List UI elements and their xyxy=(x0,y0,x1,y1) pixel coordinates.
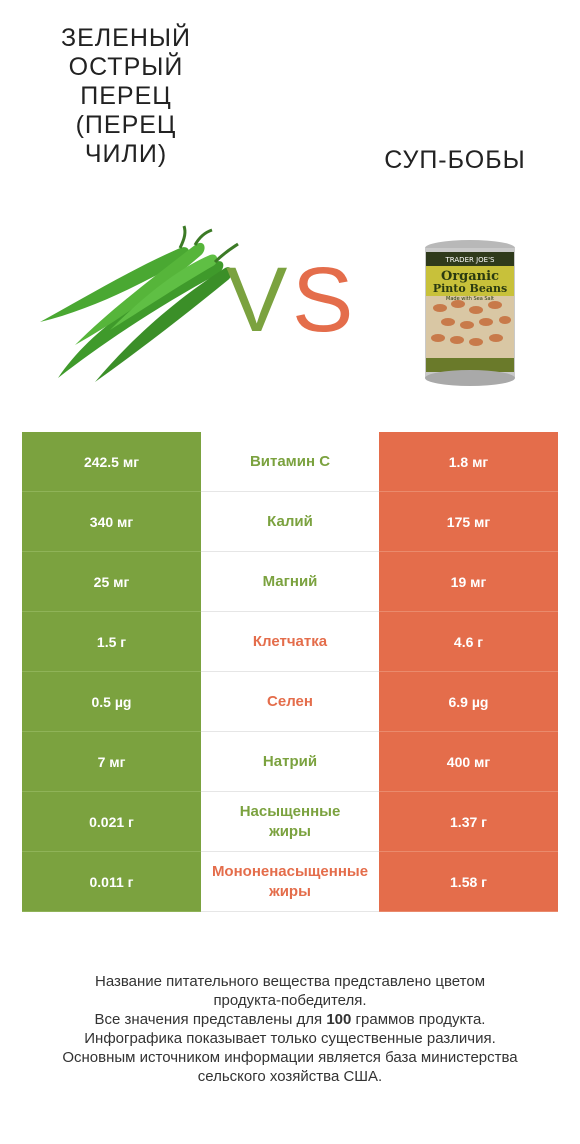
table-row: 1.5 г Клетчатка 4.6 г xyxy=(22,612,558,672)
footer-line: Основным источником информации является … xyxy=(62,1049,518,1066)
nutrient-name: Мононенасыщенные жиры xyxy=(201,852,379,912)
can-label-line3: Made with Sea Salt xyxy=(446,296,494,302)
right-value: 1.8 мг xyxy=(379,432,558,492)
nutrient-name: Витамин C xyxy=(201,432,379,492)
bean-can-image: TRADER JOE'S Organic Pinto Beans Made wi… xyxy=(425,240,515,386)
nutrient-name: Насыщенные жиры xyxy=(201,792,379,852)
footer-line: сельского хозяйства США. xyxy=(197,1068,383,1085)
footer-line: Инфографика показывает только существенн… xyxy=(84,1030,496,1047)
footer-text: граммов продукта. xyxy=(351,1011,486,1028)
green-chili-pepper-image xyxy=(40,225,239,382)
can-brand-text: TRADER JOE'S xyxy=(445,256,495,264)
left-value: 0.021 г xyxy=(22,792,201,852)
vs-letter-v: V xyxy=(226,249,288,351)
can-label-line1: Organic xyxy=(441,269,499,284)
right-value: 6.9 µg xyxy=(379,672,558,732)
right-value: 19 мг xyxy=(379,552,558,612)
footer-note: Название питательного вещества представл… xyxy=(10,972,570,1086)
right-value: 1.58 г xyxy=(379,852,558,912)
nutrient-name-line: жиры xyxy=(269,882,311,900)
footer-bold-number: 100 xyxy=(326,1011,352,1028)
nutrient-name: Клетчатка xyxy=(201,612,379,672)
table-row: 0.5 µg Селен 6.9 µg xyxy=(22,672,558,732)
nutrient-name: Натрий xyxy=(201,732,379,792)
right-value: 1.37 г xyxy=(379,792,558,852)
nutrient-name-line: Мононенасыщенные xyxy=(211,862,369,880)
footer-line: продукта-победителя. xyxy=(213,992,367,1009)
nutrient-name: Селен xyxy=(201,672,379,732)
nutrient-name: Магний xyxy=(201,552,379,612)
right-value: 400 мг xyxy=(379,732,558,792)
left-value: 25 мг xyxy=(22,552,201,612)
table-row: 0.011 г Мононенасыщенные жиры 1.58 г xyxy=(22,852,558,912)
vs-letter-s: S xyxy=(292,249,354,351)
can-label-line2: Pinto Beans xyxy=(433,282,507,295)
right-value: 175 мг xyxy=(379,492,558,552)
table-row: 7 мг Натрий 400 мг xyxy=(22,732,558,792)
left-value: 242.5 мг xyxy=(22,432,201,492)
product-images: TRADER JOE'S Organic Pinto Beans Made wi… xyxy=(40,225,515,386)
left-value: 0.011 г xyxy=(22,852,201,912)
footer-text: Все значения представлены для xyxy=(94,1011,327,1028)
right-value: 4.6 г xyxy=(379,612,558,672)
table-row: 242.5 мг Витамин C 1.8 мг xyxy=(22,432,558,492)
left-value: 340 мг xyxy=(22,492,201,552)
left-value: 7 мг xyxy=(22,732,201,792)
footer-line: Все значения представлены для 100 граммо… xyxy=(10,1010,570,1029)
left-value: 0.5 µg xyxy=(22,672,201,732)
nutrient-name-line: жиры xyxy=(269,822,311,840)
left-product-title: Зеленый острый перец (перец чили) xyxy=(60,24,191,168)
table-row: 0.021 г Насыщенные жиры 1.37 г xyxy=(22,792,558,852)
nutrient-name-line: Насыщенные xyxy=(239,802,341,820)
right-product-title: Суп-бобы xyxy=(384,146,526,174)
footer-line: Название питательного вещества представл… xyxy=(94,973,486,990)
comparison-table: 242.5 мг Витамин C 1.8 мг 340 мг Калий 175 мг… xyxy=(22,432,558,912)
table-row: 25 мг Магний 19 мг xyxy=(22,552,558,612)
left-value: 1.5 г xyxy=(22,612,201,672)
nutrient-name: Калий xyxy=(201,492,379,552)
table-row: 340 мг Калий 175 мг xyxy=(22,492,558,552)
